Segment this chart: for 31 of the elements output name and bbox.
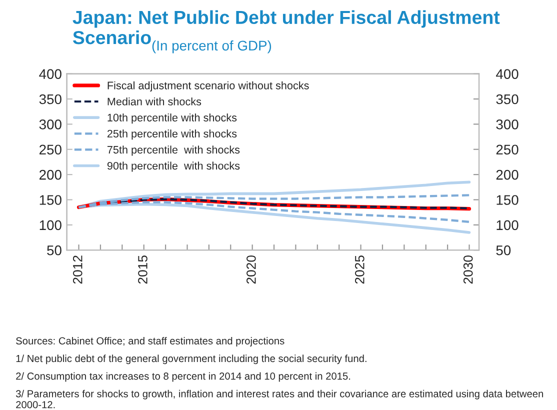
text: 1/ Net public debt of the general government including the social security fund. xyxy=(16,354,366,364)
y2-tick-label: 200 xyxy=(496,170,518,180)
legend-label: 10th percentile with shocks xyxy=(108,113,237,124)
y-tick-label: 150 xyxy=(40,195,62,205)
y-tick-label: 400 xyxy=(39,69,62,79)
legend-label: Fiscal adjustment scenario without shocks xyxy=(108,81,309,92)
y2-tick-label: 250 xyxy=(496,144,518,155)
x-tick-label: 2025 xyxy=(354,256,364,284)
legend-label: 75th percentile with shocks xyxy=(107,146,240,156)
y2-tick-label: 350 xyxy=(496,94,518,104)
y-tick-label: 200 xyxy=(40,170,62,180)
x-tick-label: 2030 xyxy=(463,255,473,284)
y-tick-label: 100 xyxy=(40,220,62,230)
y-tick-label: 250 xyxy=(40,144,62,155)
y2-tick-label: 400 xyxy=(496,69,518,79)
x-tick-label: 2020 xyxy=(246,255,256,284)
y2-tick-label: 150 xyxy=(496,195,518,205)
y2-tick-label: 50 xyxy=(496,245,511,256)
y-tick-label: 350 xyxy=(39,94,62,104)
y2-tick-label: 100 xyxy=(496,220,518,230)
legend-label: 90th percentile with shocks xyxy=(107,162,240,172)
legend-label: Median with shocks xyxy=(108,97,202,106)
text: 3/ Parameters for shocks to growth, inflation and interest rates and their covariance are estimated using data between 2000-12. xyxy=(16,390,544,408)
legend-label: 25th percentile with shocks xyxy=(107,130,237,140)
y-tick-label: 300 xyxy=(39,120,62,130)
text: 2/ Consumption tax increases to 8 percent in 2014 and 10 percent in 2015. xyxy=(16,372,350,382)
y-tick-label: 50 xyxy=(47,245,62,256)
x-tick-label: 2015 xyxy=(138,256,148,284)
y2-tick-label: 300 xyxy=(496,120,518,130)
x-tick-label: 2012 xyxy=(72,256,82,284)
source-note: Sources: Cabinet Office; and staff estimates and projections xyxy=(16,337,284,346)
